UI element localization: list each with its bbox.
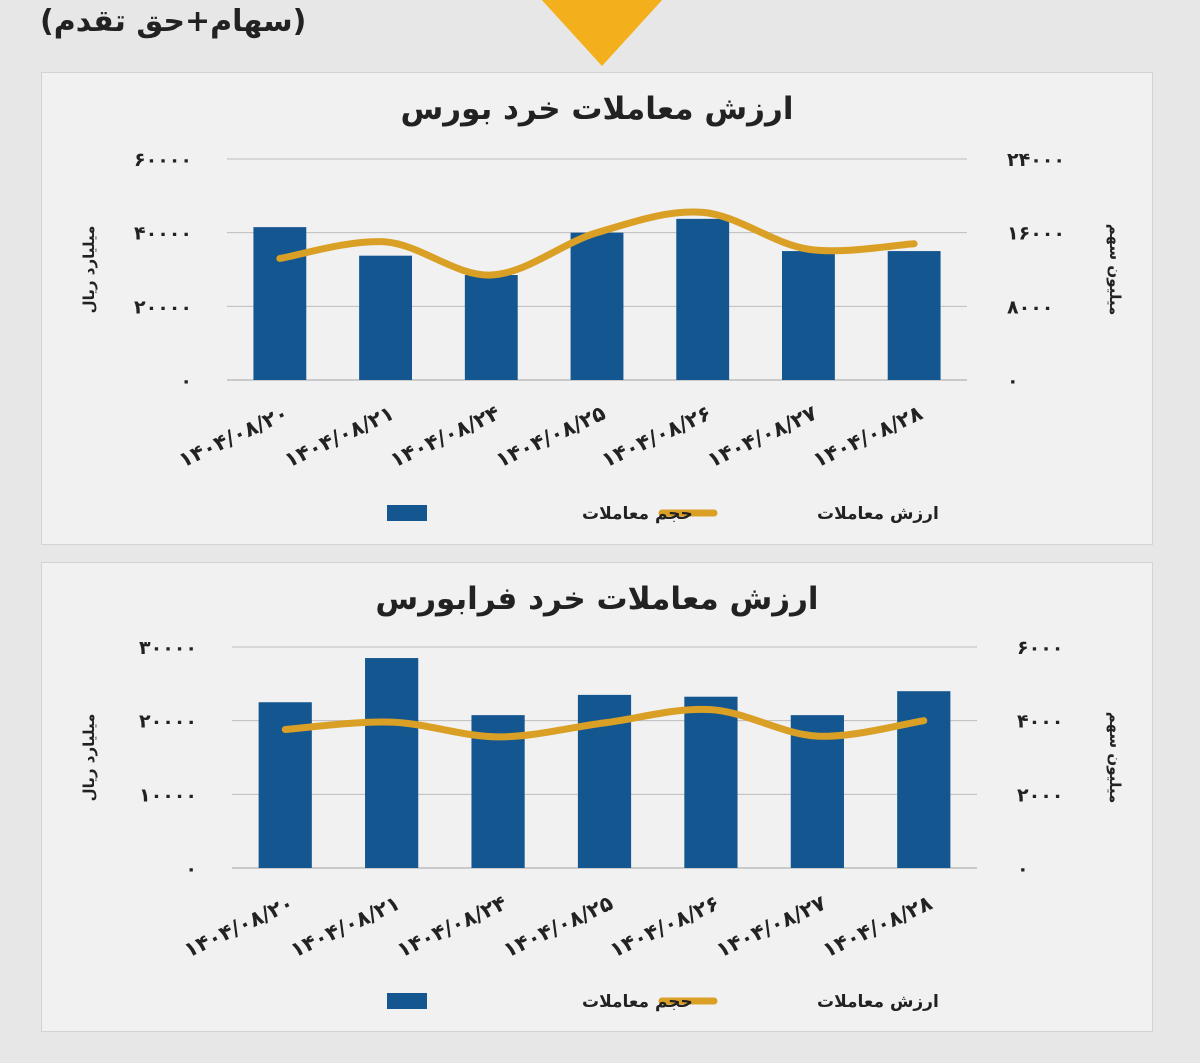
- legend-label-volume: حجم معاملات: [582, 504, 693, 524]
- legend-label-value: ارزش معاملات: [817, 504, 939, 524]
- legend-bar-swatch: [387, 993, 427, 1009]
- left-tick-label: ۳۰۰۰۰: [139, 637, 197, 659]
- bar: [684, 696, 738, 868]
- left-tick-label: ۲۰۰۰۰: [139, 711, 197, 733]
- category-label: ۱۴۰۴/۰۸/۲۶: [598, 401, 715, 473]
- bar: [464, 275, 518, 380]
- category-label: ۱۴۰۴/۰۸/۲۵: [492, 401, 609, 473]
- left-tick-label: ۰: [185, 858, 197, 880]
- bar: [570, 232, 624, 380]
- right-tick-label: ۲۴۰۰۰: [1007, 149, 1065, 171]
- category-label: ۱۴۰۴/۰۸/۲۸: [809, 401, 926, 473]
- category-label: ۱۴۰۴/۰۸/۲۷: [704, 401, 821, 473]
- bar: [676, 218, 730, 380]
- left-tick-label: ۴۰۰۰۰: [134, 223, 192, 245]
- right-tick-label: ۱۶۰۰۰: [1007, 223, 1065, 245]
- category-label: ۱۴۰۴/۰۸/۲۵: [500, 891, 617, 963]
- category-label: ۱۴۰۴/۰۸/۲۰: [180, 891, 297, 963]
- category-label: ۱۴۰۴/۰۸/۲۶: [606, 891, 723, 963]
- category-label: ۱۴۰۴/۰۸/۲۸: [819, 891, 936, 963]
- right-axis-title: میلیون سهم: [1106, 224, 1124, 316]
- right-tick-label: ۶۰۰۰: [1017, 637, 1063, 659]
- line-series: [276, 208, 918, 279]
- legend-bar-swatch: [387, 505, 427, 521]
- right-tick-label: ۲۰۰۰: [1017, 784, 1063, 806]
- category-label: ۱۴۰۴/۰۸/۲۴: [386, 401, 503, 473]
- right-tick-label: ۸۰۰۰: [1007, 296, 1053, 318]
- left-tick-label: ۰: [180, 370, 192, 392]
- bar: [365, 658, 419, 868]
- category-label: ۱۴۰۴/۰۸/۲۰: [175, 401, 292, 473]
- bar: [471, 715, 525, 868]
- page-header-text: (سهام+حق تقدم): [40, 4, 307, 39]
- chart-bourse: ارزش معاملات خرد بورس ۰ ۲۰۰۰۰ ۴۰۰۰۰ ۶۰۰۰۰ ۰ ۸۰…: [80, 91, 1124, 524]
- category-label: ۱۴۰۴/۰۸/۲۴: [393, 891, 510, 963]
- category-label: ۱۴۰۴/۰۸/۲۱: [287, 891, 404, 963]
- chart-title: ارزش معاملات خرد فرابورس: [375, 581, 818, 617]
- left-axis-title: میلیارد ریال: [80, 714, 98, 802]
- legend-label-volume: حجم معاملات: [582, 992, 693, 1012]
- right-tick-label: ۰: [1017, 858, 1029, 880]
- left-axis-title: میلیارد ریال: [80, 226, 98, 314]
- bar: [887, 251, 941, 380]
- bar: [359, 255, 412, 380]
- bar: [782, 251, 835, 380]
- left-tick-label: ۲۰۰۰۰: [134, 296, 192, 318]
- left-tick-label: ۱۰۰۰۰: [139, 784, 197, 806]
- line-series: [281, 705, 928, 741]
- category-label: ۱۴۰۴/۰۸/۲۱: [281, 401, 398, 473]
- chart-title: ارزش معاملات خرد بورس: [401, 91, 794, 127]
- legend-label-value: ارزش معاملات: [817, 992, 939, 1012]
- left-tick-label: ۶۰۰۰۰: [134, 149, 192, 171]
- right-axis-title: میلیون سهم: [1106, 712, 1124, 804]
- bar: [790, 715, 844, 868]
- bar: [253, 227, 307, 380]
- yellow-arrow-icon: [540, 0, 664, 66]
- chart-farabourse: ارزش معاملات خرد فرابورس۰۱۰۰۰۰۲۰۰۰۰۳۰۰۰۰…: [80, 581, 1124, 1012]
- category-label: ۱۴۰۴/۰۸/۲۷: [712, 891, 829, 963]
- right-tick-label: ۴۰۰۰: [1017, 711, 1063, 733]
- chart-panel-bourse: ارزش معاملات خرد بورس ۰ ۲۰۰۰۰ ۴۰۰۰۰ ۶۰۰۰۰ ۰ ۸۰…: [41, 72, 1153, 545]
- chart-panel-farabourse: ارزش معاملات خرد فرابورس ۰ ۱۰۰۰۰ ۲۰۰۰۰ ۳۰۰۰۰…: [41, 562, 1153, 1032]
- right-tick-label: ۰: [1007, 370, 1019, 392]
